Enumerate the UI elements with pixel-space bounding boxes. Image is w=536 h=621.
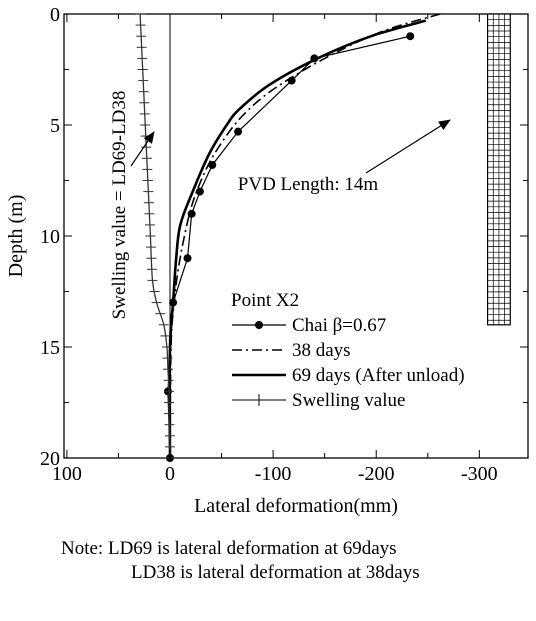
note-line-2: LD38 is lateral deformation at 38days — [131, 562, 420, 583]
pvd-annotation-arrow — [365, 119, 451, 174]
x-tick-label: 100 — [52, 463, 82, 485]
y-tick-label: 15 — [40, 337, 60, 359]
y-tick-label: 5 — [50, 115, 60, 137]
x-tick-label: -100 — [255, 463, 292, 485]
y-tick-label: 10 — [40, 226, 60, 248]
legend-label-2: 38 days — [292, 340, 351, 361]
chai-data-point — [406, 32, 415, 41]
y-tick-label: 0 — [50, 4, 60, 26]
chai-data-point — [195, 187, 204, 196]
annotations-layer: Swelling value = LD69-LD38 PVD Length: 14… — [109, 91, 451, 320]
ticks-layer: 100 0 -100 -200 -300 0 5 10 15 20 — [40, 4, 528, 485]
series-layer — [135, 13, 441, 462]
pvd-layer — [486, 13, 511, 326]
swelling-annotation-arrow — [130, 131, 155, 167]
chai-data-point — [183, 254, 192, 263]
series-line-3 — [168, 19, 427, 459]
legend-title: Point X2 — [231, 290, 299, 311]
y-tick-label: 20 — [40, 448, 60, 470]
note-line-1: Note: LD69 is lateral deformation at 69d… — [61, 538, 397, 559]
x-tick-label: -200 — [358, 463, 395, 485]
legend: Point X2 Chai β=0.67 38 days 69 days (After… — [231, 290, 465, 411]
x-tick-label: -300 — [461, 463, 498, 485]
legend-label-4: Swelling value — [292, 390, 405, 411]
pvd-annotation: PVD Length: 14m — [238, 174, 379, 195]
x-tick-label: 0 — [165, 463, 175, 485]
legend-label-3: 69 days (After unload) — [292, 365, 465, 386]
x-axis-title: Lateral deformation(mm) — [194, 495, 398, 517]
swelling-annotation: Swelling value = LD69-LD38 — [109, 91, 130, 320]
y-axis-title: Depth (m) — [5, 195, 27, 278]
legend-label-1: Chai β=0.67 — [292, 315, 386, 336]
chai-data-point — [234, 127, 243, 136]
chai-data-point — [208, 160, 217, 169]
legend-marker-circle — [255, 321, 263, 329]
